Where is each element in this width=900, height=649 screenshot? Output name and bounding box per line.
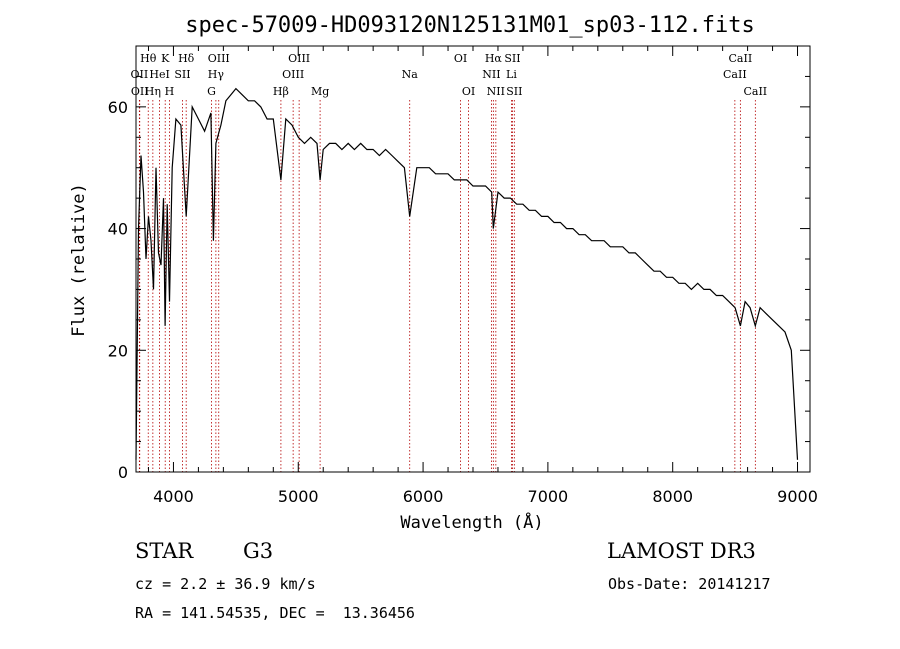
line-id-label: Na	[402, 68, 419, 81]
survey-name: LAMOST DR3	[607, 539, 756, 563]
x-tick-label: 8000	[652, 487, 693, 506]
line-id-label: SII	[504, 52, 520, 65]
line-id-label: CaII	[729, 52, 753, 65]
line-id-label: NII	[487, 85, 505, 98]
line-id-label: OII	[131, 68, 149, 81]
line-id-label: SII	[506, 85, 522, 98]
line-id-label: Hη	[145, 85, 161, 98]
x-tick-label: 4000	[153, 487, 194, 506]
line-id-label: OI	[462, 85, 475, 98]
redshift-cz: cz = 2.2 ± 36.9 km/s	[135, 575, 316, 593]
line-id-label: Mg	[311, 85, 329, 98]
line-id-labels: OII OII Hθ Hη HeI K SII H Hδ OIII Hγ G Hβ OIII OIII Mg N…	[131, 52, 768, 98]
ra-dec: RA = 141.54535, DEC = 13.36456	[135, 604, 415, 622]
y-tick-label: 20	[108, 341, 128, 360]
line-id-label: OII	[131, 85, 149, 98]
plot-frame	[135, 45, 811, 473]
x-tick-label: 7000	[528, 487, 569, 506]
line-id-label: OIII	[282, 68, 304, 81]
chart-title: spec-57009-HD093120N125131M01_sp03-112.f…	[185, 13, 755, 38]
object-subclass: G3	[243, 539, 274, 563]
line-id-label: CaII	[723, 68, 747, 81]
line-id-label: NII	[482, 68, 500, 81]
y-tick-label: 0	[118, 463, 128, 482]
line-id-label: CaII	[743, 85, 767, 98]
y-axis-ticks: 0 20 40 60	[108, 45, 810, 482]
line-id-label: HeI	[149, 68, 169, 81]
x-tick-label: 6000	[403, 487, 444, 506]
line-id-label: G	[207, 85, 216, 98]
line-id-label: Hγ	[208, 68, 225, 81]
y-tick-label: 40	[108, 220, 128, 239]
line-id-label: Hα	[485, 52, 503, 65]
line-id-label: OIII	[288, 52, 310, 65]
x-tick-label: 5000	[278, 487, 319, 506]
line-id-label: Hδ	[178, 52, 195, 65]
object-class: STAR	[135, 539, 194, 563]
line-id-label: OIII	[208, 52, 230, 65]
x-axis-label: Wavelength (Å)	[400, 511, 543, 533]
y-axis-label: Flux (relative)	[69, 183, 89, 337]
x-tick-label: 9000	[777, 487, 818, 506]
line-id-label: Hθ	[140, 52, 157, 65]
line-id-markers	[138, 100, 756, 472]
line-id-label: Hβ	[273, 85, 289, 98]
observation-date: Obs-Date: 20141217	[608, 575, 771, 593]
line-id-label: Li	[506, 68, 517, 81]
spectrum-line	[135, 87, 799, 460]
line-id-label: SII	[174, 68, 190, 81]
y-tick-label: 60	[108, 98, 128, 117]
line-id-label: OI	[454, 52, 467, 65]
line-id-label: K	[161, 52, 170, 65]
x-axis-ticks: 4000 5000 6000 7000 8000 9000	[147, 46, 818, 506]
line-id-label: H	[165, 85, 175, 98]
